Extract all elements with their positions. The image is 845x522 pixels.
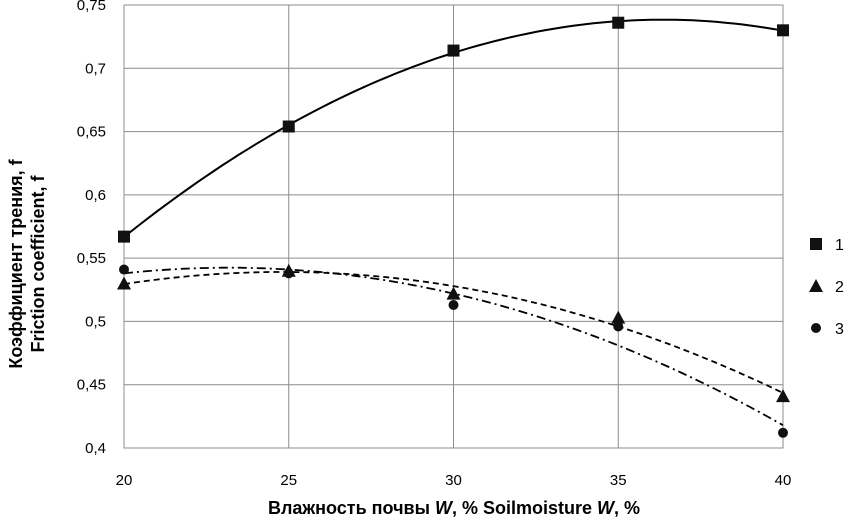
- trendline-series-2: [123, 271, 784, 394]
- legend-label: 2: [835, 279, 844, 296]
- marker-triangle: [611, 310, 626, 324]
- y-tick-label: 0,5: [85, 313, 106, 330]
- x-axis-label-part: , % Soilmoisture: [452, 498, 597, 518]
- y-tick-label: 0,45: [77, 377, 106, 394]
- y-axis-label-en: Friction coefficient, f: [28, 174, 48, 352]
- marker-circle: [283, 268, 294, 279]
- marker-square: [777, 24, 789, 37]
- marker-square: [612, 16, 625, 29]
- x-tick-label: 20: [116, 472, 133, 489]
- marker-triangle: [809, 279, 823, 292]
- x-axis-label-part: Влажность почвы: [268, 498, 435, 518]
- legend-label: 3: [835, 321, 844, 338]
- y-tick-label: 0,4: [85, 440, 106, 457]
- y-axis-label-ru: Коэффициент трения, f: [6, 158, 26, 368]
- marker-triangle: [117, 276, 131, 290]
- plot-border: [123, 4, 784, 449]
- marker-square: [282, 120, 295, 133]
- x-tick-label: 40: [775, 472, 792, 489]
- legend-label: 1: [835, 237, 844, 254]
- marker-square: [447, 44, 460, 57]
- x-axis-label: Влажность почвы W, % Soilmoisture W, %: [268, 498, 640, 518]
- x-axis-label-part: W: [597, 498, 616, 518]
- marker-circle: [613, 321, 624, 332]
- x-tick-label: 30: [445, 472, 462, 489]
- y-tick-label: 0,55: [77, 250, 106, 267]
- marker-square: [810, 238, 822, 250]
- marker-circle: [119, 264, 129, 275]
- x-tick-label: 25: [280, 472, 297, 489]
- marker-circle: [778, 427, 788, 438]
- y-tick-label: 0,6: [85, 187, 106, 204]
- y-tick-label: 0,75: [77, 0, 106, 14]
- marker-circle: [811, 323, 821, 333]
- x-axis-label-part: , %: [614, 498, 640, 518]
- marker-circle: [448, 299, 459, 310]
- y-tick-label: 0,7: [85, 60, 106, 77]
- marker-triangle: [776, 389, 790, 403]
- marker-triangle: [446, 286, 461, 300]
- x-axis-label-part: W: [435, 498, 454, 518]
- marker-square: [118, 230, 130, 243]
- x-tick-label: 35: [610, 472, 627, 489]
- y-tick-label: 0,65: [77, 124, 106, 141]
